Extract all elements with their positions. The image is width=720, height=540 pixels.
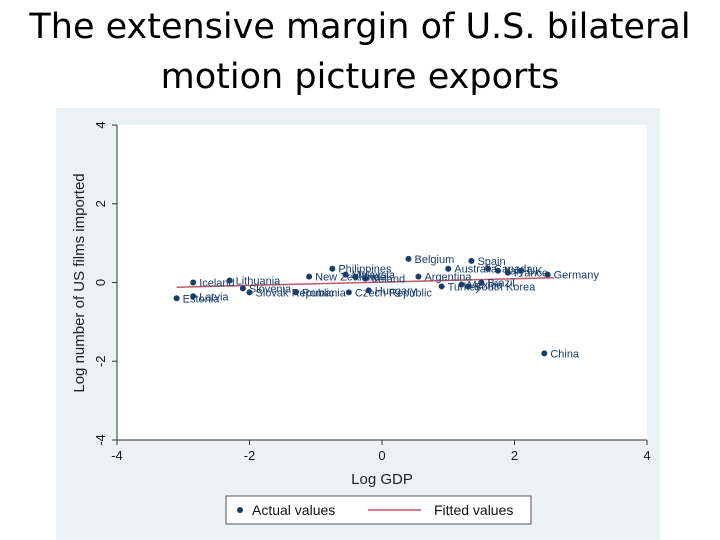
x-tick-label: -4	[111, 448, 123, 463]
legend-actual-label: Actual values	[252, 502, 335, 518]
x-tick-label: 2	[511, 448, 518, 463]
y-tick-label: -2	[93, 355, 108, 367]
data-point	[329, 265, 336, 272]
data-point-label: Turkey	[448, 281, 482, 293]
data-point-label: Australia	[454, 264, 498, 276]
data-point-label: Canada	[494, 264, 533, 276]
legend-fitted-label: Fitted values	[434, 502, 513, 518]
legend-actual-marker	[237, 507, 243, 513]
data-point-label: Estonia	[183, 293, 221, 305]
data-point	[541, 350, 548, 357]
data-point-label: Slovenia	[249, 283, 292, 295]
data-point-label: Hungary	[375, 285, 417, 297]
data-point-label: UK	[527, 266, 543, 278]
data-point	[190, 293, 197, 300]
data-point	[352, 273, 359, 280]
x-tick-label: -2	[244, 448, 256, 463]
data-point	[458, 281, 465, 288]
data-point-label: Slovak Republic	[256, 287, 335, 299]
legend: Actual values Fitted values	[225, 495, 532, 525]
x-tick-label: 4	[643, 448, 650, 463]
data-point-label: Italy	[504, 266, 525, 278]
x-axis-title: Log GDP	[351, 471, 413, 488]
data-point-label: Romania	[302, 287, 347, 299]
data-point-label: Philippines	[338, 264, 392, 276]
data-point	[246, 289, 253, 296]
data-point-label: Argentina	[424, 272, 472, 284]
data-point	[173, 295, 180, 302]
y-axis-title: Log number of US films imported	[71, 173, 88, 392]
data-point	[494, 267, 501, 274]
data-point-label: Latvia	[199, 291, 229, 303]
x-tick-label: 0	[378, 448, 385, 463]
data-point	[478, 279, 485, 286]
chart-panel: -4 -2 0 2 4 -4 -2 0 2 4 Estonia Latvia Iceland Lithu…	[56, 108, 660, 540]
data-point	[445, 265, 452, 272]
data-point	[306, 273, 313, 280]
data-point	[345, 289, 352, 296]
data-point	[415, 273, 422, 280]
data-point-label: Spain	[477, 256, 505, 268]
data-point	[190, 279, 197, 286]
data-point-label: South Korea	[474, 281, 536, 293]
data-point-label: New Zealand	[315, 272, 380, 284]
data-point	[342, 271, 349, 278]
fitted-values-line	[176, 277, 555, 288]
data-point-label: Ireland	[371, 274, 405, 286]
data-point	[365, 287, 372, 294]
data-point	[362, 275, 369, 282]
data-point	[504, 269, 511, 276]
data-point	[239, 285, 246, 292]
data-point-label: Germany	[554, 270, 600, 282]
data-point	[518, 267, 525, 274]
y-tick-label: -4	[93, 434, 108, 446]
data-point-label: Malaysia	[352, 270, 396, 282]
data-point-label: Iceland	[199, 278, 234, 290]
y-tick-label: 2	[93, 200, 108, 207]
data-point	[485, 265, 491, 272]
data-point	[292, 289, 299, 296]
data-point	[468, 257, 475, 264]
y-tick-label: 0	[93, 279, 108, 286]
data-point	[226, 277, 233, 284]
data-point	[405, 255, 412, 262]
data-point-label: Brazil	[487, 278, 515, 290]
data-point	[544, 271, 551, 278]
data-point-label: China	[550, 348, 580, 360]
data-point-label: Czech Republic	[355, 287, 433, 299]
data-point-label: France	[514, 268, 548, 280]
data-point-label: Mexico	[468, 279, 503, 291]
data-point-label: Belgium	[415, 254, 455, 266]
y-tick-label: 4	[93, 121, 108, 128]
data-point-label: Lithuania	[236, 276, 282, 288]
data-point-label: Israel	[362, 272, 389, 284]
data-point	[438, 283, 445, 290]
slide-title: The extensive margin of U.S. bilateral m…	[29, 7, 691, 97]
data-point	[465, 283, 472, 290]
